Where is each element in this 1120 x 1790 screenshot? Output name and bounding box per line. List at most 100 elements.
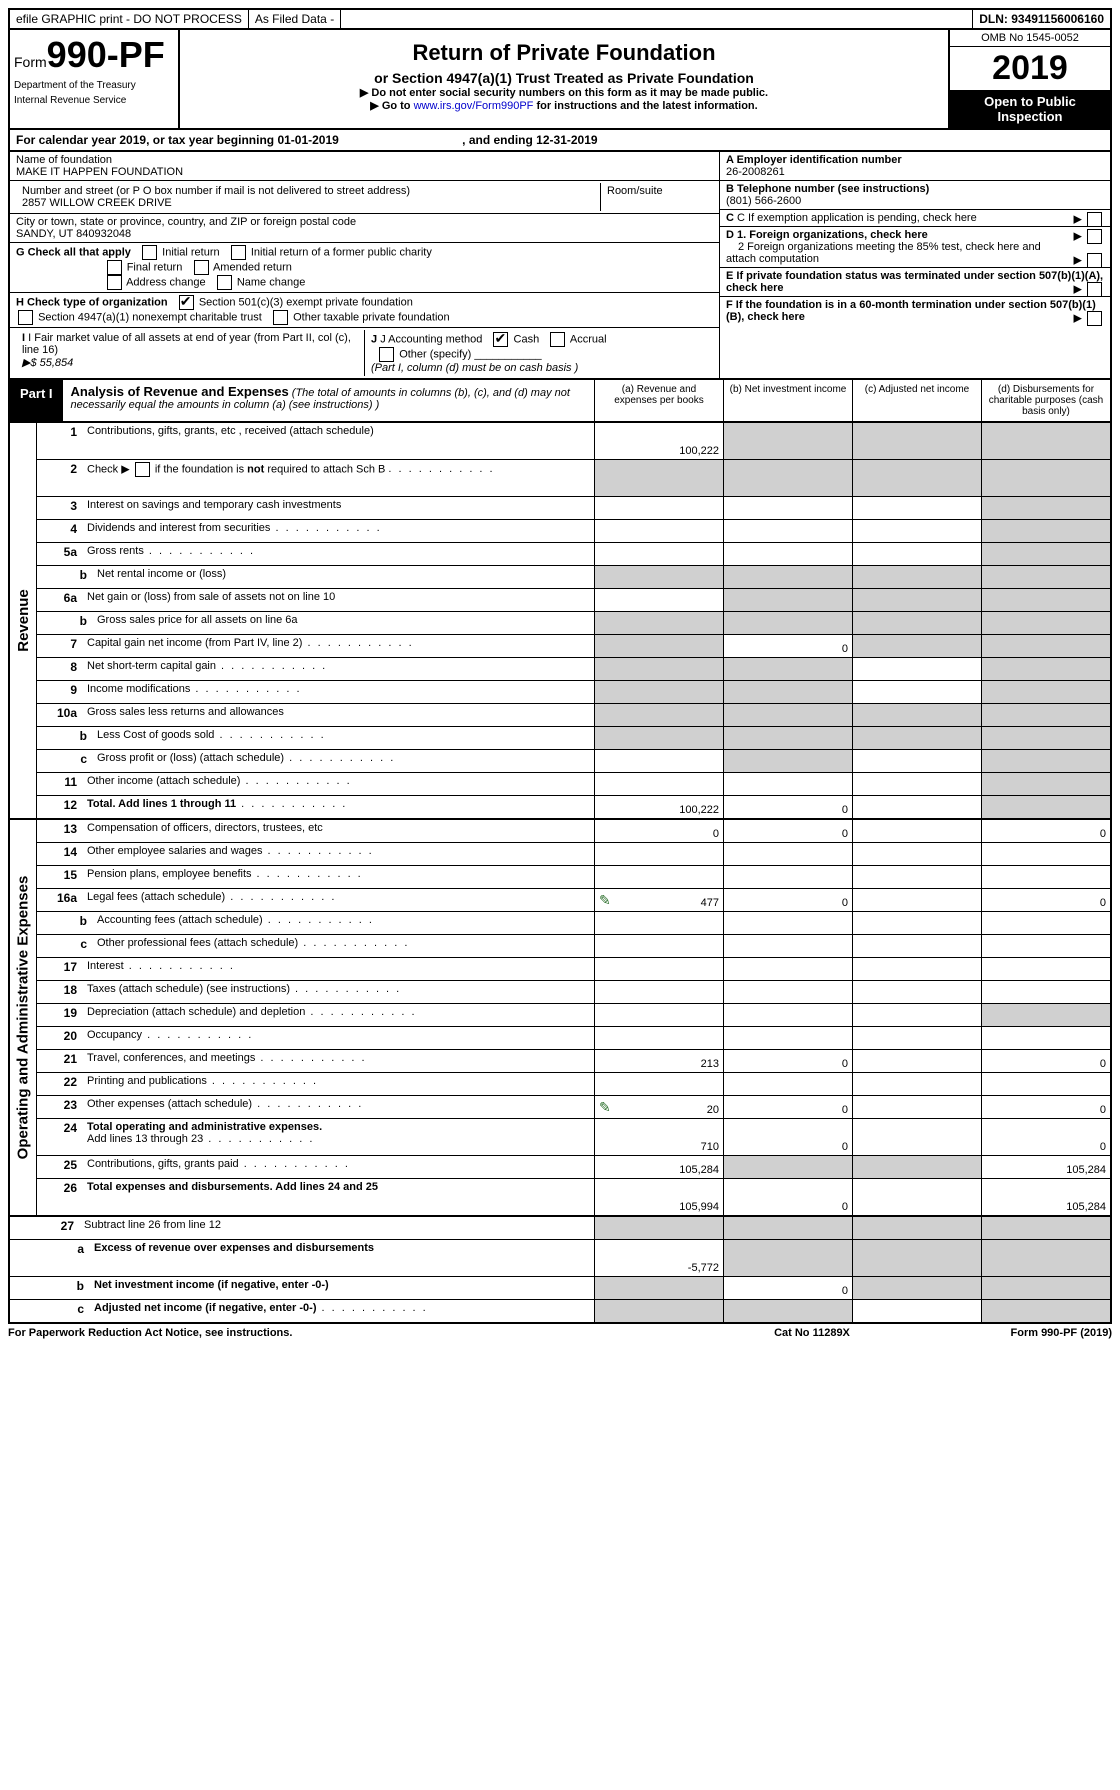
d-cell: D 1. Foreign organizations, check here ▶… bbox=[720, 227, 1110, 268]
tax-year: 2019 bbox=[950, 47, 1110, 90]
paperwork-notice: For Paperwork Reduction Act Notice, see … bbox=[8, 1327, 712, 1339]
city-label: City or town, state or province, country… bbox=[16, 216, 713, 228]
room-label: Room/suite bbox=[601, 183, 713, 211]
cat-number: Cat No 11289X bbox=[712, 1327, 912, 1339]
line-25: Contributions, gifts, grants paid bbox=[81, 1156, 594, 1178]
asfiled-label: As Filed Data - bbox=[249, 10, 341, 28]
ij-section: I I Fair market value of all assets at e… bbox=[10, 328, 719, 378]
irs-link[interactable]: www.irs.gov/Form990PF bbox=[414, 100, 534, 112]
g-label: G Check all that apply bbox=[16, 246, 131, 258]
street-address: 2857 WILLOW CREEK DRIVE bbox=[22, 197, 594, 209]
line-27a: Excess of revenue over expenses and disb… bbox=[88, 1240, 594, 1276]
foundation-name: MAKE IT HAPPEN FOUNDATION bbox=[16, 166, 713, 178]
spacer bbox=[341, 10, 973, 28]
h-label: H Check type of organization bbox=[16, 296, 168, 308]
line-5a: Gross rents bbox=[81, 543, 594, 565]
f-cell: F If the foundation is in a 60-month ter… bbox=[720, 297, 1110, 325]
chk-d1[interactable] bbox=[1087, 229, 1102, 244]
line-27: Subtract line 26 from line 12 bbox=[78, 1217, 594, 1239]
line-27b: Net investment income (if negative, ente… bbox=[88, 1277, 594, 1299]
line-10b: Less Cost of goods sold bbox=[91, 727, 594, 749]
line-17: Interest bbox=[81, 958, 594, 980]
line-11: Other income (attach schedule) bbox=[81, 773, 594, 795]
chk-e[interactable] bbox=[1087, 282, 1102, 297]
i-label: I Fair market value of all assets at end… bbox=[22, 332, 351, 356]
header-left: Form990-PF Department of the Treasury In… bbox=[10, 30, 180, 128]
dept-treasury: Department of the Treasury bbox=[14, 80, 174, 91]
d2-label: 2 Foreign organizations meeting the 85% … bbox=[726, 241, 1041, 265]
col-c-head: (c) Adjusted net income bbox=[853, 380, 982, 421]
line-1-a: 100,222 bbox=[594, 423, 723, 459]
header-right: OMB No 1545-0052 2019 Open to Public Ins… bbox=[948, 30, 1110, 128]
chk-cash[interactable] bbox=[493, 332, 508, 347]
line-5b: Net rental income or (loss) bbox=[91, 566, 594, 588]
line-10c: Gross profit or (loss) (attach schedule) bbox=[91, 750, 594, 772]
chk-name-change[interactable] bbox=[217, 275, 232, 290]
chk-initial[interactable] bbox=[142, 245, 157, 260]
public-inspection: Open to Public Inspection bbox=[950, 90, 1110, 128]
chk-501c3[interactable] bbox=[179, 295, 194, 310]
addr-label: Number and street (or P O box number if … bbox=[22, 185, 594, 197]
line-16c: Other professional fees (attach schedule… bbox=[91, 935, 594, 957]
chk-schb[interactable] bbox=[135, 462, 150, 477]
top-bar: efile GRAPHIC print - DO NOT PROCESS As … bbox=[8, 8, 1112, 30]
chk-amended[interactable] bbox=[194, 260, 209, 275]
calendar-year-row: For calendar year 2019, or tax year begi… bbox=[8, 130, 1112, 152]
goto-line: ▶ Go to www.irs.gov/Form990PF for instru… bbox=[186, 99, 942, 112]
chk-d2[interactable] bbox=[1087, 253, 1102, 268]
attachment-icon[interactable]: ✎ bbox=[599, 892, 611, 909]
chk-4947[interactable] bbox=[18, 310, 33, 325]
line-8: Net short-term capital gain bbox=[81, 658, 594, 680]
line-6a: Net gain or (loss) from sale of assets n… bbox=[81, 589, 594, 611]
chk-c[interactable] bbox=[1087, 212, 1102, 227]
line-13: Compensation of officers, directors, tru… bbox=[81, 820, 594, 842]
line-12-a: 100,222 bbox=[594, 796, 723, 818]
line-12-b: 0 bbox=[723, 796, 852, 818]
line-20: Occupancy bbox=[81, 1027, 594, 1049]
form-number: 990-PF bbox=[47, 34, 165, 75]
line-7: Capital gain net income (from Part IV, l… bbox=[81, 635, 594, 657]
line-24: Total operating and administrative expen… bbox=[81, 1119, 594, 1155]
attachment-icon[interactable]: ✎ bbox=[599, 1099, 611, 1116]
part1-header: Part I Analysis of Revenue and Expenses … bbox=[8, 380, 1112, 423]
fmv-value: ▶$ 55,854 bbox=[22, 357, 73, 369]
chk-other-taxable[interactable] bbox=[273, 310, 288, 325]
line-1: Contributions, gifts, grants, etc , rece… bbox=[81, 423, 594, 459]
j-note: (Part I, column (d) must be on cash basi… bbox=[371, 362, 578, 374]
ein-cell: A Employer identification number 26-2008… bbox=[720, 152, 1110, 181]
chk-accrual[interactable] bbox=[550, 332, 565, 347]
chk-initial-former[interactable] bbox=[231, 245, 246, 260]
chk-addr-change[interactable] bbox=[107, 275, 122, 290]
e-label: E If private foundation status was termi… bbox=[726, 270, 1103, 294]
revenue-sidebar: Revenue bbox=[10, 423, 37, 818]
d1-label: D 1. Foreign organizations, check here bbox=[726, 229, 928, 241]
f-label: F If the foundation is in a 60-month ter… bbox=[726, 299, 1096, 323]
line-26: Total expenses and disbursements. Add li… bbox=[81, 1179, 594, 1215]
chk-other-method[interactable] bbox=[379, 347, 394, 362]
omb-number: OMB No 1545-0052 bbox=[950, 30, 1110, 47]
foundation-name-cell: Name of foundation MAKE IT HAPPEN FOUNDA… bbox=[10, 152, 719, 181]
c-cell: C C If exemption application is pending,… bbox=[720, 210, 1110, 227]
line-27c: Adjusted net income (if negative, enter … bbox=[88, 1300, 594, 1322]
line-9: Income modifications bbox=[81, 681, 594, 703]
col-a-head: (a) Revenue and expenses per books bbox=[595, 380, 724, 421]
city-cell: City or town, state or province, country… bbox=[10, 214, 719, 243]
ssn-warning: ▶ Do not enter social security numbers o… bbox=[360, 87, 768, 99]
line-12: Total. Add lines 1 through 11 bbox=[81, 796, 594, 818]
dln: DLN: 93491156006160 bbox=[973, 10, 1110, 28]
info-section: Name of foundation MAKE IT HAPPEN FOUNDA… bbox=[8, 152, 1112, 380]
chk-final[interactable] bbox=[107, 260, 122, 275]
form-ref: Form 990-PF (2019) bbox=[912, 1327, 1112, 1339]
col-d-head: (d) Disbursements for charitable purpose… bbox=[982, 380, 1110, 421]
chk-f[interactable] bbox=[1087, 311, 1102, 326]
form-header: Form990-PF Department of the Treasury In… bbox=[8, 30, 1112, 130]
cal-begin: For calendar year 2019, or tax year begi… bbox=[16, 133, 339, 147]
part1-desc: Analysis of Revenue and Expenses (The to… bbox=[63, 380, 595, 421]
b-label: B Telephone number (see instructions) bbox=[726, 183, 929, 195]
h-section: H Check type of organization Section 501… bbox=[10, 293, 719, 328]
line-2: Check ▶ if the foundation is not require… bbox=[81, 460, 594, 496]
g-section: G Check all that apply Initial return In… bbox=[10, 243, 719, 293]
line-7-b: 0 bbox=[723, 635, 852, 657]
c-label: C If exemption application is pending, c… bbox=[737, 212, 977, 224]
ending-date: 12-31-2019 bbox=[536, 133, 597, 147]
